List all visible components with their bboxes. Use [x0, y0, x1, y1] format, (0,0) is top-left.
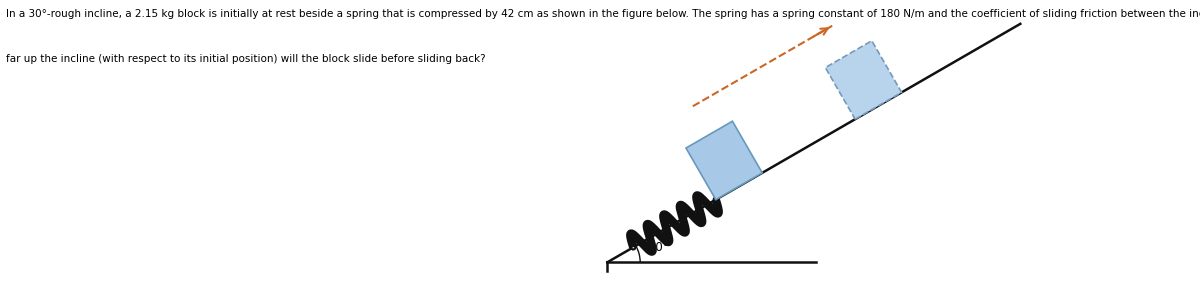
Text: In a 30°-rough incline, a 2.15 kg block is initially at rest beside a spring tha: In a 30°-rough incline, a 2.15 kg block …: [6, 9, 1200, 19]
Polygon shape: [826, 41, 901, 119]
Polygon shape: [686, 121, 762, 200]
Text: far up the incline (with respect to its initial position) will the block slide b: far up the incline (with respect to its …: [6, 54, 486, 64]
Text: 30°: 30°: [648, 240, 668, 254]
